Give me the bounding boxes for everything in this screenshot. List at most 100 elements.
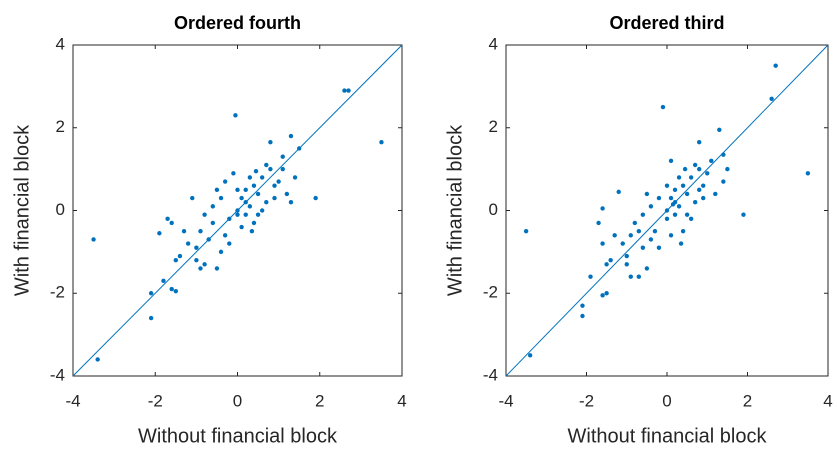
point (233, 113, 238, 118)
point (214, 266, 220, 271)
y-tick-label: -4 (483, 365, 498, 384)
point (222, 233, 228, 238)
point (235, 212, 240, 217)
point (697, 166, 702, 172)
point (684, 191, 690, 197)
point (648, 237, 654, 242)
point (612, 233, 617, 238)
y-tick-label: -2 (50, 283, 65, 302)
point (668, 158, 674, 164)
point (177, 253, 183, 259)
point (280, 166, 285, 172)
point (173, 288, 179, 294)
point (185, 241, 191, 246)
point (255, 191, 261, 197)
point (239, 195, 244, 201)
point (672, 187, 678, 193)
point (272, 183, 277, 188)
chart-title: Ordered third (609, 13, 724, 33)
x-tick-label: -2 (148, 391, 163, 410)
point (652, 228, 658, 234)
point (202, 212, 207, 217)
point (697, 187, 702, 193)
y-tick-label: 2 (489, 117, 498, 136)
point (697, 140, 702, 145)
point (227, 216, 232, 221)
x-tick-label: -4 (498, 391, 513, 410)
point (95, 357, 100, 362)
point (268, 166, 273, 172)
point (206, 237, 211, 242)
point (721, 179, 726, 184)
point (596, 220, 601, 226)
point (169, 220, 174, 226)
y-tick-label: 4 (56, 34, 65, 53)
point (218, 249, 224, 255)
point (91, 237, 96, 242)
point (636, 228, 642, 234)
x-tick-label: 2 (315, 391, 324, 410)
point (769, 96, 774, 101)
point (198, 228, 203, 234)
point (721, 152, 726, 157)
point (259, 175, 265, 180)
point (608, 257, 613, 263)
point (668, 195, 674, 201)
point (600, 293, 605, 298)
point (249, 228, 255, 234)
x-tick-label: 4 (823, 391, 832, 410)
y-axis-label: With financial block (444, 124, 466, 296)
point (251, 183, 257, 188)
point (688, 175, 694, 180)
point (198, 266, 203, 271)
point (181, 228, 187, 234)
point (600, 241, 605, 246)
point (773, 63, 778, 68)
point (231, 171, 236, 176)
point (680, 228, 686, 234)
point (243, 212, 248, 217)
x-tick-label: 2 (743, 391, 752, 410)
point (664, 208, 670, 213)
panel: Ordered third Without financial block With… (444, 13, 832, 448)
point (379, 140, 384, 145)
point (251, 220, 257, 226)
point (148, 315, 154, 321)
point (672, 212, 678, 217)
point (682, 166, 688, 172)
point (656, 195, 662, 201)
point (247, 204, 253, 209)
point (255, 212, 261, 217)
point (805, 171, 811, 176)
point (173, 257, 179, 263)
point (239, 224, 244, 230)
point (264, 200, 269, 205)
point (717, 127, 722, 133)
point (194, 245, 199, 250)
point (624, 262, 629, 267)
point (272, 195, 277, 201)
point (346, 88, 351, 93)
y-tick-label: 0 (489, 200, 498, 219)
point (692, 162, 698, 168)
point (268, 140, 273, 145)
point (292, 175, 298, 180)
point (600, 206, 605, 211)
point (580, 313, 585, 319)
x-tick-label: 0 (662, 391, 671, 410)
point (235, 208, 240, 213)
point (676, 175, 682, 180)
point (656, 245, 662, 250)
y-tick-label: -4 (50, 365, 65, 384)
point (288, 200, 294, 205)
y-tick-label: 2 (56, 117, 65, 136)
chart-title: Ordered fourth (174, 13, 301, 33)
point (214, 187, 220, 193)
y-axis-label: With financial block (11, 124, 33, 296)
point (628, 233, 633, 238)
point (288, 133, 294, 139)
point (709, 158, 714, 164)
x-tick-label: 0 (233, 391, 242, 410)
point (264, 162, 269, 168)
